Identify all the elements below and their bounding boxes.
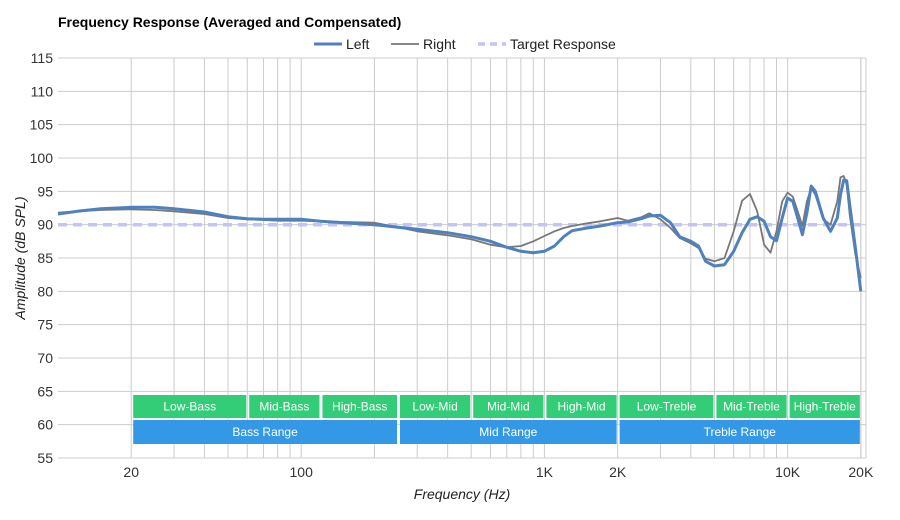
y-tick-label: 115 [31,50,54,66]
y-tick-label: 80 [37,283,53,299]
sub-range-band [546,395,617,418]
sub-range-band [716,395,787,418]
sub-range-band [322,395,397,418]
range-band-label: Bass Range [232,425,298,439]
y-tick-label: 90 [37,217,53,233]
sub-range-band [789,395,860,418]
series-left-line [57,178,863,292]
sub-range-band-label: Mid-Treble [723,400,780,414]
y-tick-label: 70 [37,350,53,366]
y-tick-label: 105 [30,117,54,133]
range-band-label: Mid Range [479,425,537,439]
y-tick-label: 65 [37,383,53,399]
y-tick-label: 95 [37,183,53,199]
y-axis-label: Amplitude (dB SPL) [12,197,28,321]
grid [58,57,867,459]
legend-label: Left [346,36,369,52]
series-lines [57,175,863,292]
sub-range-band [399,395,471,418]
sub-range-band [619,395,714,418]
x-tick-label: 20K [848,464,874,480]
y-tick-label: 85 [37,250,53,266]
y-tick-label: 55 [37,450,53,466]
sub-range-band [473,395,544,418]
chart-title: Frequency Response (Averaged and Compens… [58,14,401,30]
x-tick-label: 1K [536,464,554,480]
range-band-label: Treble Range [704,425,777,439]
range-band [399,420,617,444]
sub-range-band-label: Mid-Bass [259,400,309,414]
sub-range-band [133,395,247,418]
y-tick-label: 110 [31,83,54,99]
x-axis: 20 100 1K 2K 10K 20K [123,464,874,480]
range-band [133,420,397,444]
legend-label: Right [423,36,456,52]
sub-range-band-label: Mid-Mid [487,400,530,414]
sub-range-band [249,395,320,418]
sub-range-band-label: High-Bass [332,400,387,414]
sub-range-band-label: Low-Bass [163,400,216,414]
y-tick-label: 60 [37,417,53,433]
x-axis-label: Frequency (Hz) [414,486,510,502]
sub-range-band-label: Low-Mid [412,400,457,414]
y-tick-label: 100 [30,150,54,166]
legend: Left Right Target Response [314,36,616,52]
x-tick-label: 20 [123,464,139,480]
range-bands: Low-Bass Mid-Bass High-Bass Low-Mid Mid-Mid H… [133,395,860,444]
y-tick-label: 75 [37,317,53,333]
sub-range-band-label: High-Treble [794,400,857,414]
sub-range-band-label: Low-Treble [637,400,697,414]
range-band [619,420,860,444]
sub-range-band-label: High-Mid [558,400,606,414]
y-axis: 55 60 65 70 75 80 85 90 95 100 105 110 115 [30,50,54,466]
legend-label: Target Response [510,36,616,52]
x-tick-label: 100 [290,464,314,480]
x-tick-label: 2K [609,464,627,480]
x-tick-label: 10K [775,464,801,480]
